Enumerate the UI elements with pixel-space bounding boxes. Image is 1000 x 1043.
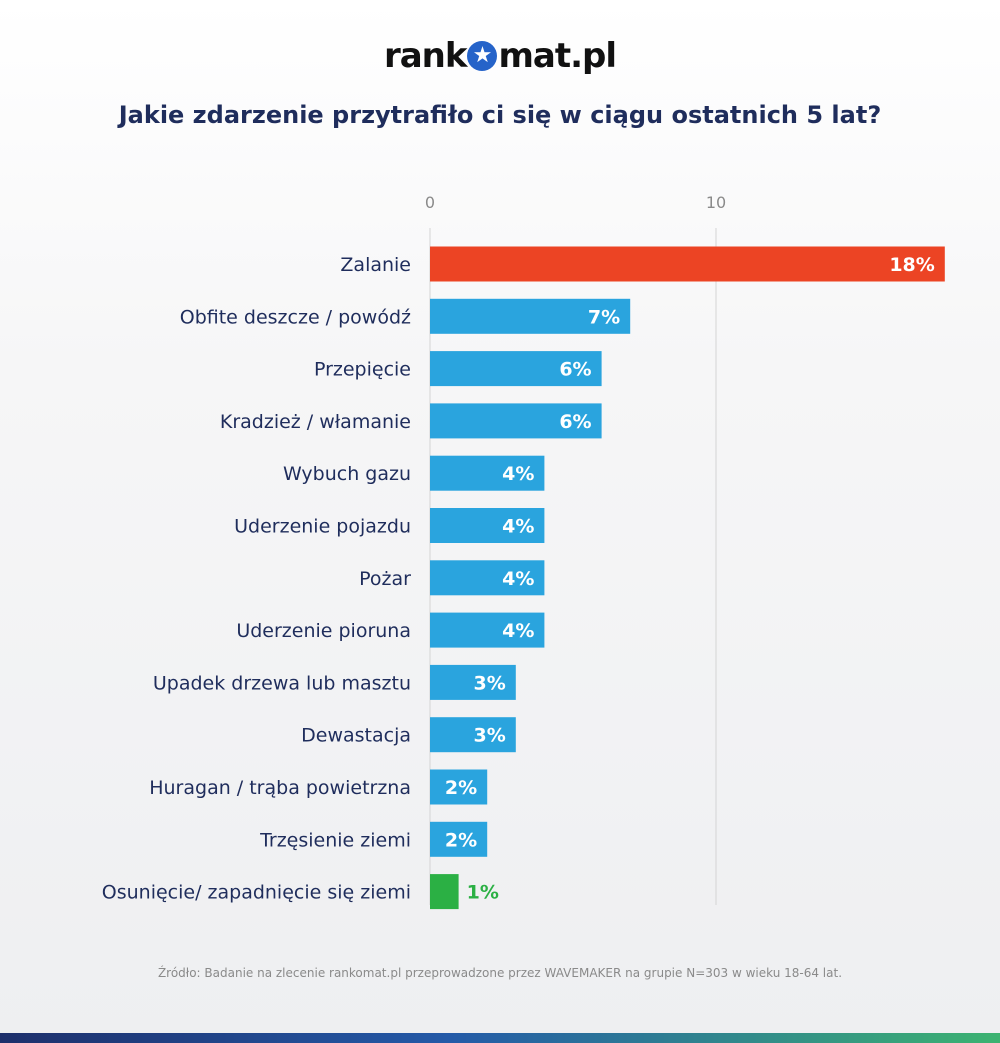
bar: [430, 664, 516, 700]
bar: [430, 403, 602, 439]
value-label: 4%: [502, 463, 534, 485]
bar: [430, 769, 488, 805]
category-label: Huragan / trąba powietrzna: [149, 777, 411, 799]
bar: [430, 612, 545, 648]
bar: [430, 351, 602, 387]
category-label: Zalanie: [340, 254, 411, 276]
value-label: 6%: [559, 359, 591, 381]
bar: [430, 455, 545, 491]
value-label: 6%: [559, 411, 591, 433]
category-label: Przepięcie: [314, 359, 411, 381]
bar: [430, 298, 631, 334]
bar: [430, 560, 545, 596]
x-tick-label: 10: [706, 193, 726, 212]
value-label: 4%: [502, 516, 534, 538]
category-label: Obfite deszcze / powódź: [180, 306, 411, 328]
footer-gradient-band: [0, 1033, 1000, 1043]
value-label: 3%: [474, 725, 506, 747]
value-label: 2%: [445, 777, 477, 799]
star-icon: ★: [467, 41, 498, 71]
bar: [430, 508, 545, 543]
bar: [430, 246, 945, 282]
bar-chart: 0 10 Zalanie 18% Obfite deszcze / powódź 7% Pr…: [102, 193, 945, 910]
value-label: 7%: [588, 306, 620, 328]
value-label: 4%: [502, 620, 534, 642]
category-label: Kradzież / włamanie: [220, 411, 411, 433]
category-label: Osunięcie/ zapadnięcie się ziemi: [102, 882, 411, 904]
category-label: Uderzenie pioruna: [236, 620, 411, 642]
category-label: Uderzenie pojazdu: [234, 516, 411, 538]
source-note: Źródło: Badanie na zlecenie rankomat.pl …: [157, 966, 843, 980]
bar: [430, 821, 488, 857]
chart-title: Jakie zdarzenie przytrafiło ci się w cią…: [118, 101, 882, 129]
x-tick-label: 0: [425, 193, 435, 212]
category-label: Upadek drzewa lub masztu: [153, 672, 411, 694]
value-label: 18%: [889, 254, 934, 276]
value-label: 4%: [502, 568, 534, 590]
bar: [430, 874, 459, 910]
category-label: Pożar: [359, 568, 411, 590]
value-label: 2%: [445, 829, 477, 851]
category-label: Dewastacja: [301, 725, 411, 747]
bar: [430, 717, 516, 753]
value-label: 1%: [467, 882, 499, 904]
category-label: Wybuch gazu: [283, 463, 411, 485]
rankomat-logo: rank ★ mat.pl: [383, 36, 617, 76]
category-label: Trzęsienie ziemi: [259, 829, 411, 851]
value-label: 3%: [474, 672, 506, 694]
